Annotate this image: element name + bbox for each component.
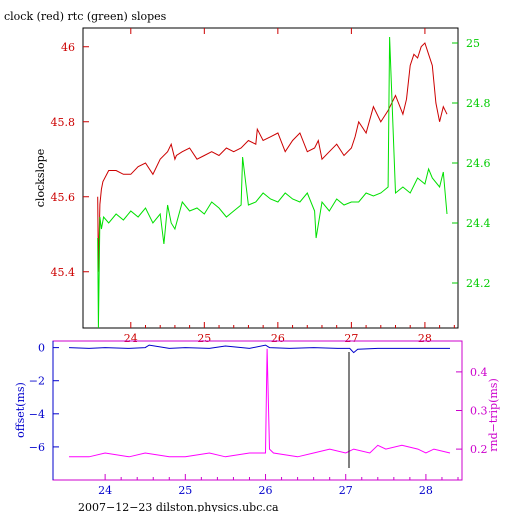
x-tick-label: 26 xyxy=(259,484,273,497)
offset-series-line xyxy=(68,344,450,354)
clock-series-line xyxy=(97,42,448,272)
y-left-tick-label: 45.8 xyxy=(51,116,76,129)
y-left-tick-label: −6 xyxy=(29,441,45,454)
y-right-tick-label: 24.2 xyxy=(466,277,491,290)
bottom-footer-label: 2007−12−23 dilston.physics.ubc.ca xyxy=(78,501,279,512)
y-left-tick-label: −2 xyxy=(29,375,45,388)
x-tick-label: 25 xyxy=(178,484,192,497)
y-right-tick-label: 24.4 xyxy=(466,217,491,230)
y-right-tick-label: 0.4 xyxy=(470,366,488,379)
x-tick-label: 24 xyxy=(98,484,112,497)
bottom-x-axis: 24 25 26 27 28 xyxy=(98,474,459,497)
bottom-chart-frame xyxy=(52,340,463,481)
rndtrip-series-line xyxy=(69,348,451,458)
x-tick-label: 28 xyxy=(419,484,433,497)
bottom-right-y-axis: 0.2 0.3 0.4 xyxy=(456,366,488,456)
x-tick-label: 28 xyxy=(418,332,432,345)
x-tick-label: 25 xyxy=(197,332,211,345)
y-left-tick-label: 0 xyxy=(38,342,45,355)
y-right-tick-label: 0.2 xyxy=(470,443,488,456)
y-right-tick-label: 25 xyxy=(466,37,480,50)
bottom-left-y-axis: 0 −2 −4 −6 xyxy=(29,342,59,454)
top-y-axis-label: clockslope xyxy=(34,149,47,207)
x-tick-label: 27 xyxy=(344,332,358,345)
top-left-y-axis: 45.4 45.6 45.8 46 xyxy=(51,41,89,279)
rtc-series-line xyxy=(97,36,448,329)
top-chart-title: clock (red) rtc (green) slopes xyxy=(4,10,167,23)
top-chart-frame xyxy=(82,27,459,329)
bottom-right-y-axis-label: rnd−trip(ms) xyxy=(487,378,500,452)
top-right-y-axis: 24.2 24.4 24.6 24.8 25 xyxy=(452,37,491,290)
x-tick-label: 26 xyxy=(271,332,285,345)
y-right-tick-label: 0.3 xyxy=(470,405,488,418)
top-x-axis: 24 25 26 27 28 xyxy=(124,28,455,345)
bottom-left-y-axis-label: offset(ms) xyxy=(14,382,27,438)
y-left-tick-label: 45.6 xyxy=(51,191,76,204)
x-tick-label: 24 xyxy=(124,332,138,345)
y-left-tick-label: 45.4 xyxy=(51,266,76,279)
y-left-tick-label: −4 xyxy=(29,408,45,421)
y-right-tick-label: 24.8 xyxy=(466,97,491,110)
y-right-tick-label: 24.6 xyxy=(466,157,491,170)
y-left-tick-label: 46 xyxy=(61,41,75,54)
x-tick-label: 27 xyxy=(339,484,353,497)
